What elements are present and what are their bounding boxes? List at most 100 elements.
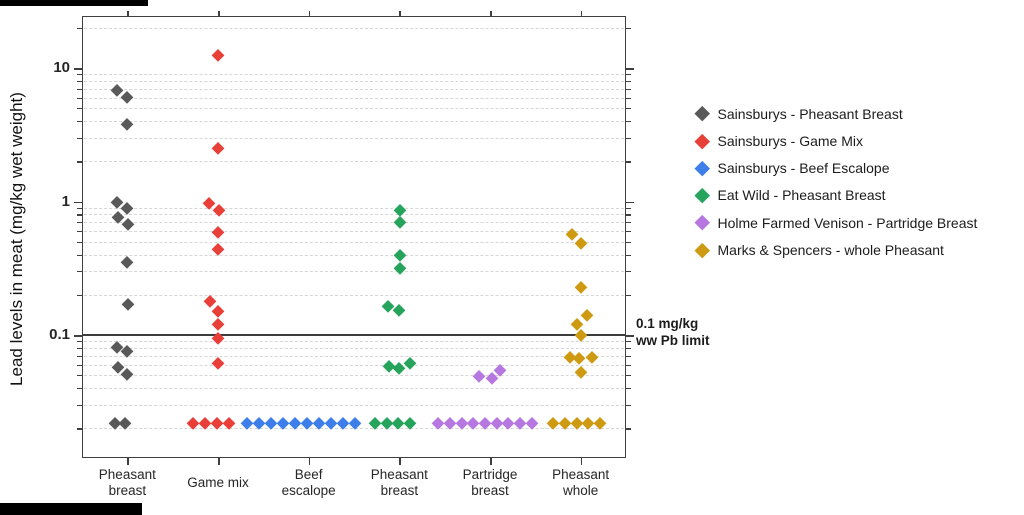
x-category-label-line: Pheasant <box>552 467 610 482</box>
y-minor-tick <box>77 108 82 110</box>
y-minor-tick <box>626 108 631 110</box>
minor-gridline <box>84 375 624 377</box>
x-category-label: Pheasant breast <box>351 467 447 498</box>
x-category-label-line: Partridge <box>462 467 518 482</box>
minor-gridline <box>84 388 624 390</box>
x-category-label: Pheasant whole <box>533 467 629 498</box>
x-tick-bottom <box>580 458 583 465</box>
minor-gridline <box>84 231 624 233</box>
y-minor-tick <box>77 97 82 99</box>
y-minor-tick <box>77 121 82 123</box>
y-minor-tick <box>626 88 631 90</box>
legend-diamond-icon <box>694 106 710 121</box>
y-minor-tick <box>77 74 82 76</box>
x-category-label-line: Pheasant <box>370 467 428 482</box>
legend-label: Eat Wild - Pheasant Breast <box>717 187 886 204</box>
legend-item: Sainsburys - Game Mix <box>693 127 863 154</box>
y-major-tick <box>626 201 634 204</box>
y-minor-tick <box>77 161 82 163</box>
y-major-tick <box>74 68 82 70</box>
minor-gridline <box>84 364 624 366</box>
y-minor-tick <box>626 241 631 243</box>
y-major-tick <box>74 201 82 204</box>
y-minor-tick <box>77 214 82 216</box>
minor-gridline <box>84 137 624 139</box>
y-minor-tick <box>626 347 631 350</box>
y-tick-label: 10 <box>53 59 70 76</box>
pb-limit-line <box>82 334 626 336</box>
y-minor-tick <box>77 241 82 243</box>
y-tick-label: 1 <box>61 192 70 210</box>
minor-gridline <box>84 254 624 256</box>
y-minor-tick <box>77 355 82 357</box>
x-category-label-line: breast <box>108 482 147 498</box>
minor-gridline <box>84 74 624 76</box>
y-minor-tick <box>77 428 82 430</box>
y-major-tick <box>74 335 82 337</box>
x-category-label-line: Game mix <box>187 475 249 490</box>
x-category-label: Beef escalope <box>261 467 357 498</box>
legend-diamond-icon <box>694 187 710 203</box>
minor-gridline <box>84 88 624 90</box>
minor-gridline <box>84 214 624 216</box>
x-tick-top <box>580 11 583 16</box>
y-minor-tick <box>77 294 82 296</box>
minor-gridline <box>84 271 624 273</box>
minor-gridline <box>84 108 624 110</box>
minor-gridline <box>84 404 624 406</box>
minor-gridline <box>84 97 624 99</box>
legend-diamond-icon <box>694 242 710 258</box>
y-minor-tick <box>626 121 631 123</box>
minor-gridline <box>84 355 624 357</box>
x-tick-top <box>399 11 401 16</box>
legend-item: Sainsburys - Beef Escalope <box>693 155 889 182</box>
y-major-tick <box>626 68 634 70</box>
minor-gridline <box>84 294 624 296</box>
x-category-label-line: Beef <box>294 467 323 482</box>
x-category-label: Game mix <box>170 475 266 491</box>
y-minor-tick <box>626 214 631 216</box>
y-minor-tick <box>626 404 631 406</box>
y-minor-tick <box>77 27 82 29</box>
y-minor-tick <box>77 375 82 377</box>
minor-gridline <box>84 241 624 243</box>
y-major-tick <box>626 335 634 337</box>
y-minor-tick <box>626 375 631 377</box>
x-category-label-line: whole <box>563 482 599 498</box>
minor-gridline <box>84 27 624 29</box>
y-minor-tick <box>77 88 82 90</box>
y-minor-tick <box>77 231 82 233</box>
y-axis-title: Lead levels in meat (mg/kg wet weight) <box>7 92 26 386</box>
y-minor-tick <box>626 137 631 139</box>
y-minor-tick <box>77 341 82 343</box>
y-minor-tick <box>626 231 631 233</box>
plot-area <box>82 16 626 458</box>
x-tick-top <box>218 11 220 16</box>
redaction-bar-bottom <box>0 503 142 515</box>
x-tick-top <box>308 11 311 16</box>
y-minor-tick <box>77 271 82 273</box>
minor-gridline <box>84 80 624 82</box>
y-minor-tick <box>626 341 631 343</box>
pb-limit-annotation-line1: 0.1 mg/kg <box>636 316 699 331</box>
x-category-label-line: breast <box>471 482 509 498</box>
y-minor-tick <box>626 27 631 29</box>
minor-gridline <box>84 347 624 349</box>
legend-item: Holme Farmed Venison - Partridge Breast <box>693 209 977 236</box>
x-tick-bottom <box>308 458 311 465</box>
legend-item: Marks & Spencers - whole Pheasant <box>693 237 944 264</box>
legend-label: Marks & Spencers - whole Pheasant <box>717 242 944 258</box>
y-minor-tick <box>77 254 82 256</box>
pb-limit-annotation: 0.1 mg/kg ww Pb limit <box>636 315 710 349</box>
minor-gridline <box>84 428 624 430</box>
y-minor-tick <box>626 355 631 357</box>
legend-item: Sainsburys - Pheasant Breast <box>693 100 903 127</box>
legend-label: Holme Farmed Venison - Partridge Breast <box>717 214 978 231</box>
y-minor-tick <box>77 364 82 366</box>
x-tick-bottom <box>490 458 492 465</box>
minor-gridline <box>84 341 624 343</box>
x-tick-bottom <box>399 458 401 465</box>
y-minor-tick <box>626 271 631 273</box>
pb-limit-annotation-line2: ww Pb limit <box>636 333 710 348</box>
y-minor-tick <box>626 74 631 76</box>
